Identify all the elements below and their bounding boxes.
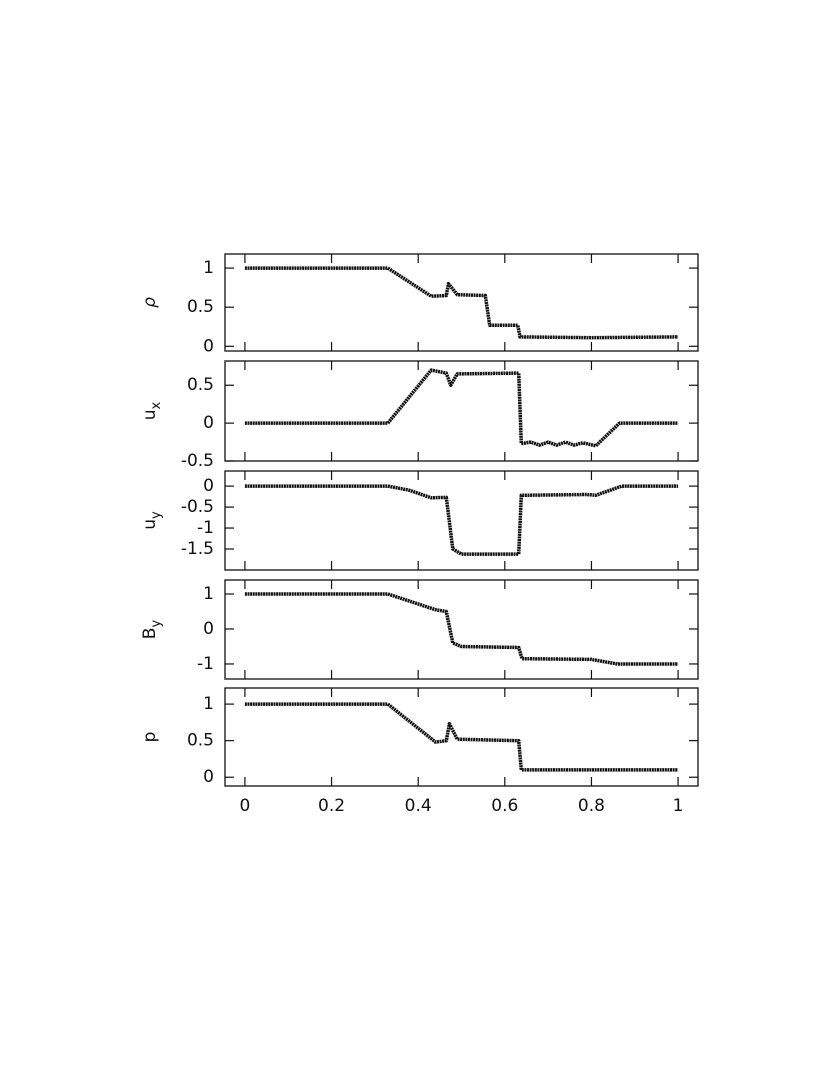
y-tick-label: 1 <box>203 694 214 714</box>
data-line <box>244 484 679 556</box>
data-line <box>244 368 679 448</box>
y-tick-label: 0 <box>203 476 214 496</box>
y-tick-label: -1 <box>197 654 214 674</box>
y-tick-label: 0 <box>203 767 214 787</box>
y-axis-label: uy <box>140 511 164 530</box>
data-line <box>244 266 679 340</box>
x-tick-label: 0 <box>240 796 251 816</box>
y-axis-label-main: p <box>140 732 160 743</box>
x-tick-label: 0.2 <box>318 796 345 816</box>
y-tick-label: -0.5 <box>181 497 214 517</box>
y-axis-label-subscript: y <box>149 620 164 628</box>
data-line <box>244 592 679 666</box>
panel-frame <box>224 253 699 352</box>
y-axis-label-main: u <box>140 409 160 420</box>
y-tick-label: 1 <box>203 584 214 604</box>
y-axis-label: By <box>140 620 164 640</box>
y-axis-label-main: ρ <box>140 297 160 308</box>
y-tick-label: 0 <box>203 619 214 639</box>
y-axis-label: p <box>140 732 160 743</box>
x-tick-label: 0.8 <box>578 796 605 816</box>
y-tick-label: -0.5 <box>181 451 214 471</box>
y-axis-label: ux <box>140 401 164 420</box>
y-axis-label: ρ <box>140 297 160 308</box>
y-axis-label-subscript: y <box>149 511 164 519</box>
y-tick-label: 0.5 <box>187 731 214 751</box>
panel-frame <box>224 360 699 462</box>
y-axis-label-main: u <box>140 519 160 530</box>
y-tick-label: 0 <box>203 413 214 433</box>
x-tick-label: 0.6 <box>491 796 518 816</box>
y-tick-label: 0.5 <box>187 375 214 395</box>
y-tick-label: 1 <box>203 258 214 278</box>
x-tick-label: 0.4 <box>405 796 432 816</box>
y-axis-label-main: B <box>140 628 160 640</box>
y-tick-label: 0.5 <box>187 297 214 317</box>
x-tick-label: 1 <box>673 796 684 816</box>
panel-frame <box>224 470 699 571</box>
y-axis-label-subscript: x <box>149 401 164 409</box>
y-tick-label: 0 <box>203 336 214 356</box>
y-tick-label: -1.5 <box>181 539 214 559</box>
y-tick-label: -1 <box>197 518 214 538</box>
panel-frame <box>224 687 699 787</box>
data-line <box>244 702 679 772</box>
